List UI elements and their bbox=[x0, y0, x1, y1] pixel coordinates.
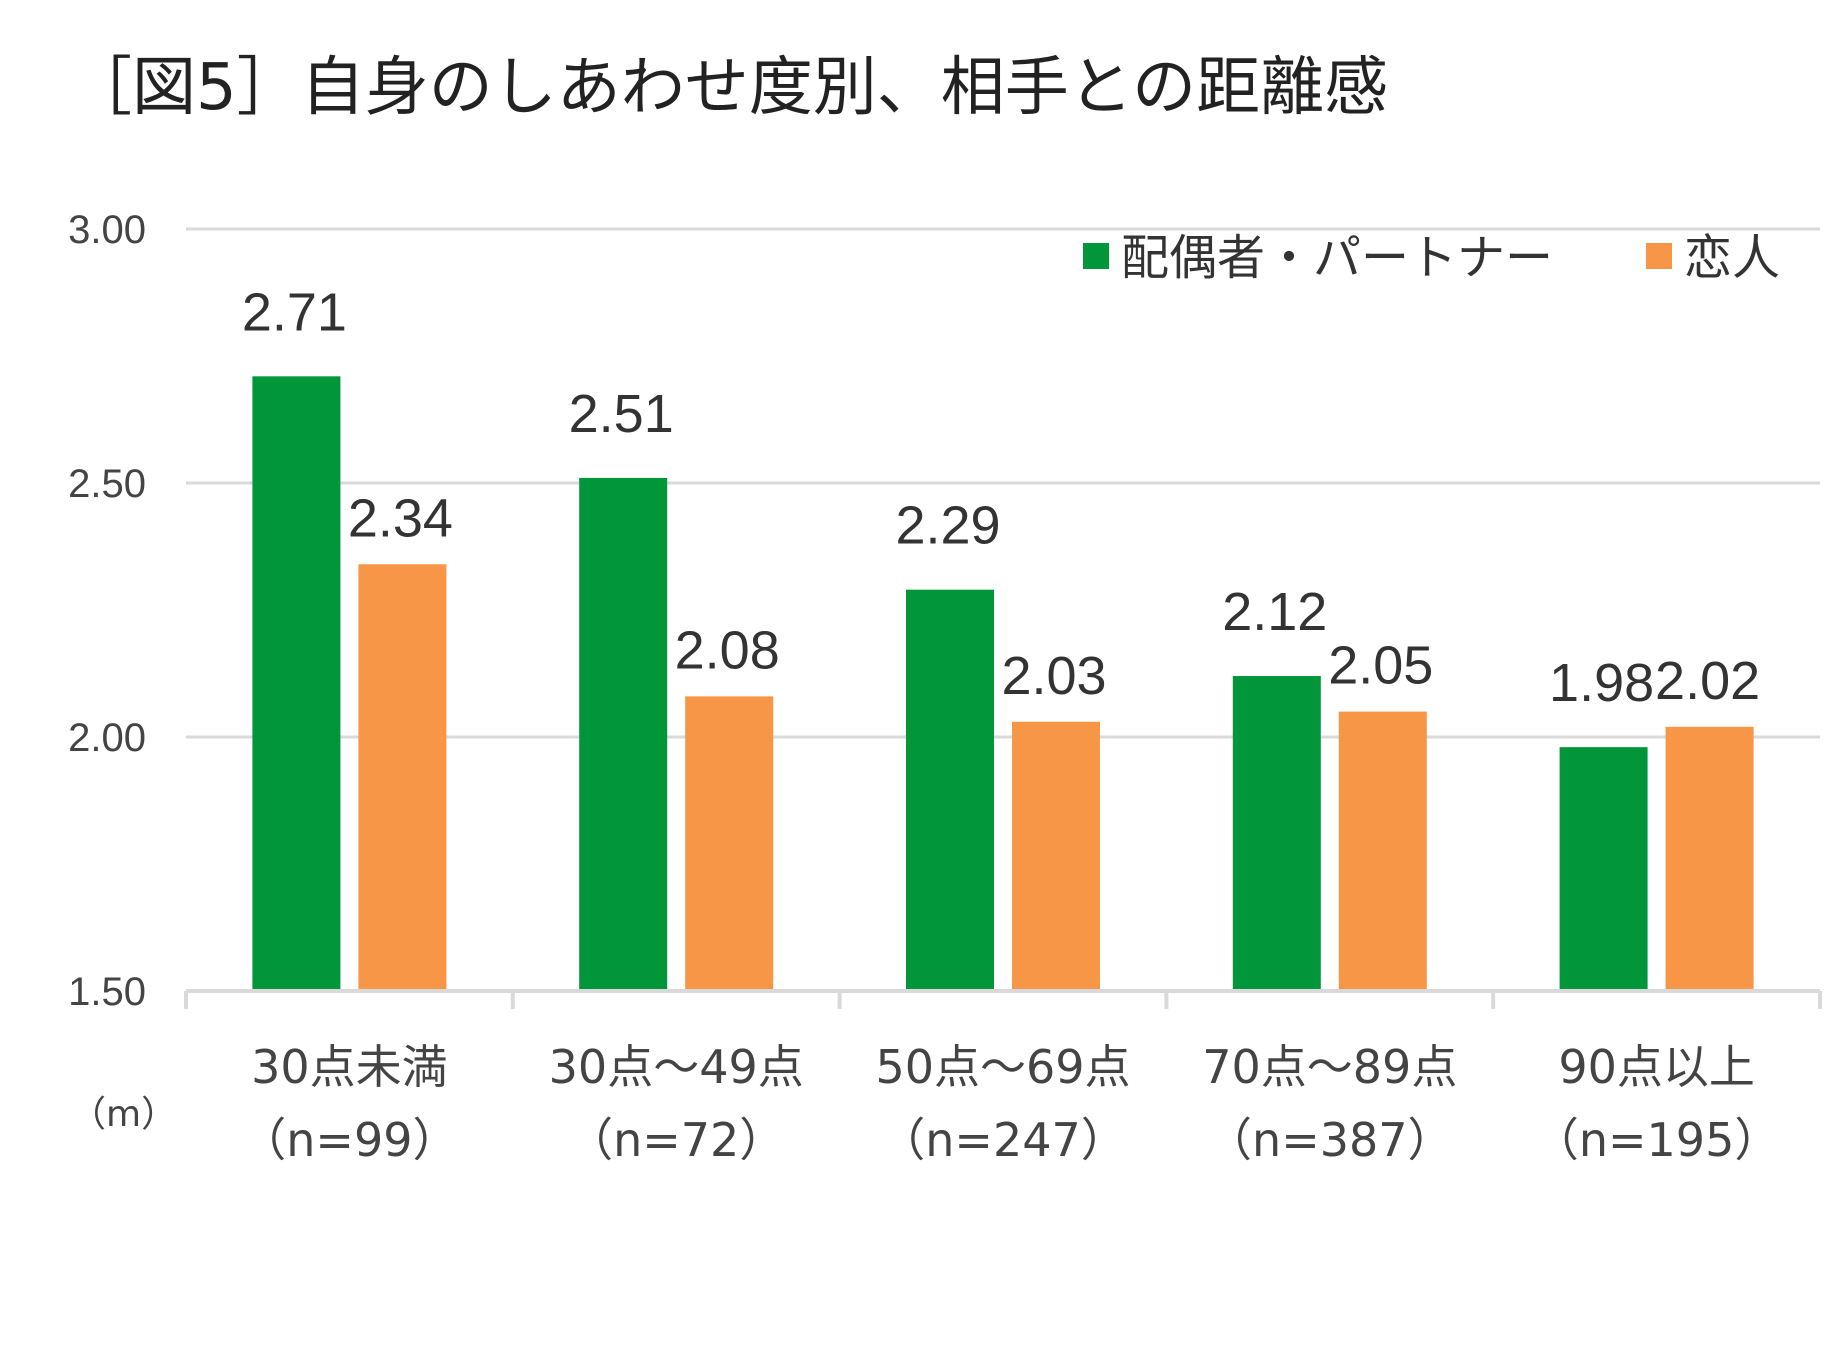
data-labels: 2.71 2.51 2.29 2.12 1.98 2.34 2.08 2.03 2.05 2.02 bbox=[242, 282, 1760, 713]
data-label: 2.08 bbox=[675, 620, 780, 680]
bar bbox=[1012, 721, 1100, 991]
category-label: 90点以上 bbox=[1558, 1040, 1755, 1094]
data-label: 2.29 bbox=[895, 496, 1000, 556]
legend-swatch bbox=[1083, 243, 1109, 269]
unit-label: （m） bbox=[70, 1094, 177, 1135]
bar bbox=[1232, 676, 1321, 991]
data-label: 2.03 bbox=[1001, 646, 1106, 706]
legend-label: 恋人 bbox=[1684, 230, 1780, 286]
x-axis-categories: 30点未満 （n=99） 30点～49点 （n=72） 50点～69点 （n=247） 70… bbox=[240, 1040, 1780, 1167]
bars bbox=[252, 376, 1754, 991]
category-label: 30点～49点 bbox=[549, 1040, 804, 1094]
category-label: 30点未満 bbox=[251, 1040, 448, 1094]
category-label: 50点～69点 bbox=[875, 1040, 1130, 1094]
bar bbox=[358, 564, 447, 991]
bar bbox=[685, 696, 774, 991]
bar bbox=[1559, 747, 1648, 991]
bar bbox=[1665, 726, 1754, 991]
data-label: 2.02 bbox=[1655, 651, 1760, 711]
legend-swatch bbox=[1646, 243, 1672, 269]
gridlines bbox=[186, 227, 1820, 739]
data-label: 2.34 bbox=[348, 488, 453, 548]
chart-title: ［図5］自身のしあわせ度別、相手との距離感 bbox=[68, 51, 1389, 125]
category-sublabel: （n=387） bbox=[1206, 1113, 1454, 1167]
legend-label: 配偶者・パートナー bbox=[1121, 230, 1553, 286]
category-sublabel: （n=247） bbox=[879, 1113, 1127, 1167]
bar bbox=[906, 589, 994, 991]
y-axis-ticks: 1.50 2.00 2.50 3.00 bbox=[68, 208, 146, 1014]
data-label: 2.51 bbox=[569, 384, 674, 444]
data-label: 1.98 bbox=[1549, 653, 1654, 713]
category-label: 70点～89点 bbox=[1202, 1040, 1457, 1094]
category-sublabel: （n=99） bbox=[240, 1113, 458, 1167]
x-axis bbox=[184, 989, 1822, 1009]
y-tick-label: 1.50 bbox=[68, 970, 146, 1014]
y-tick-label: 3.00 bbox=[68, 208, 146, 252]
bar bbox=[252, 376, 341, 991]
data-label: 2.71 bbox=[242, 282, 347, 342]
data-label: 2.05 bbox=[1328, 636, 1433, 696]
bar bbox=[1338, 711, 1427, 991]
y-tick-label: 2.00 bbox=[68, 716, 146, 760]
y-tick-label: 2.50 bbox=[68, 462, 146, 506]
category-sublabel: （n=195） bbox=[1533, 1113, 1781, 1167]
bar bbox=[579, 477, 668, 991]
category-sublabel: （n=72） bbox=[567, 1113, 785, 1167]
data-label: 2.12 bbox=[1222, 582, 1327, 642]
legend: 配偶者・パートナー 恋人 bbox=[1083, 230, 1780, 286]
